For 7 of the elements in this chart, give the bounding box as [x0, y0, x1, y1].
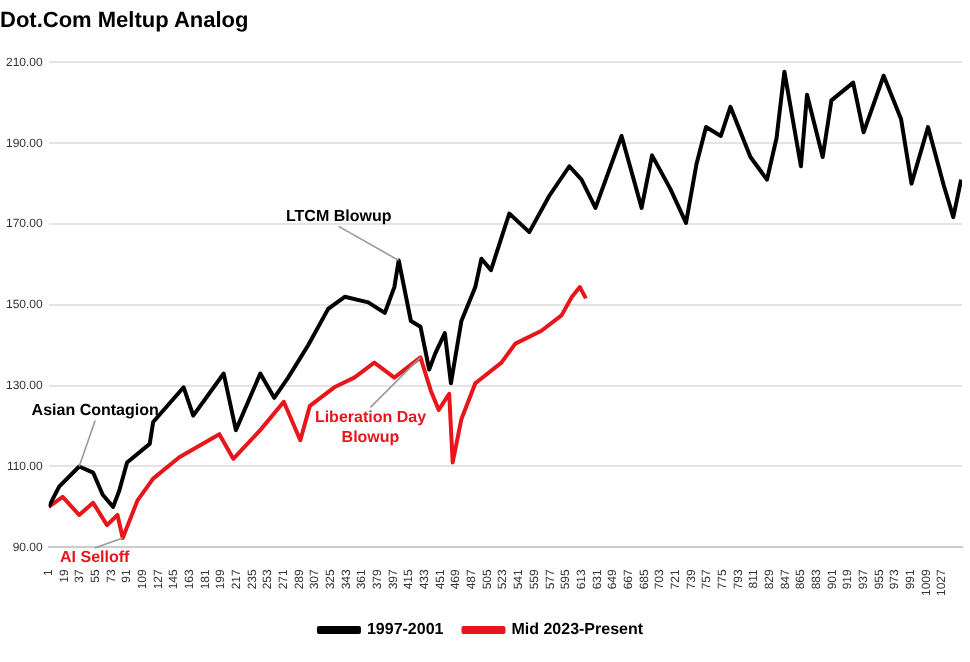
annotation: AI Selloff	[60, 548, 131, 567]
legend-label: 1997-2001	[366, 620, 445, 639]
annotation: LTCM Blowup	[285, 206, 392, 225]
annotation: Asian Contagion	[31, 400, 159, 419]
chart-title: Dot.Com Meltup Analog	[0, 9, 249, 34]
annotation: Liberation Day Blowup	[314, 407, 428, 446]
legend-label: Mid 2023-Present	[511, 620, 644, 639]
